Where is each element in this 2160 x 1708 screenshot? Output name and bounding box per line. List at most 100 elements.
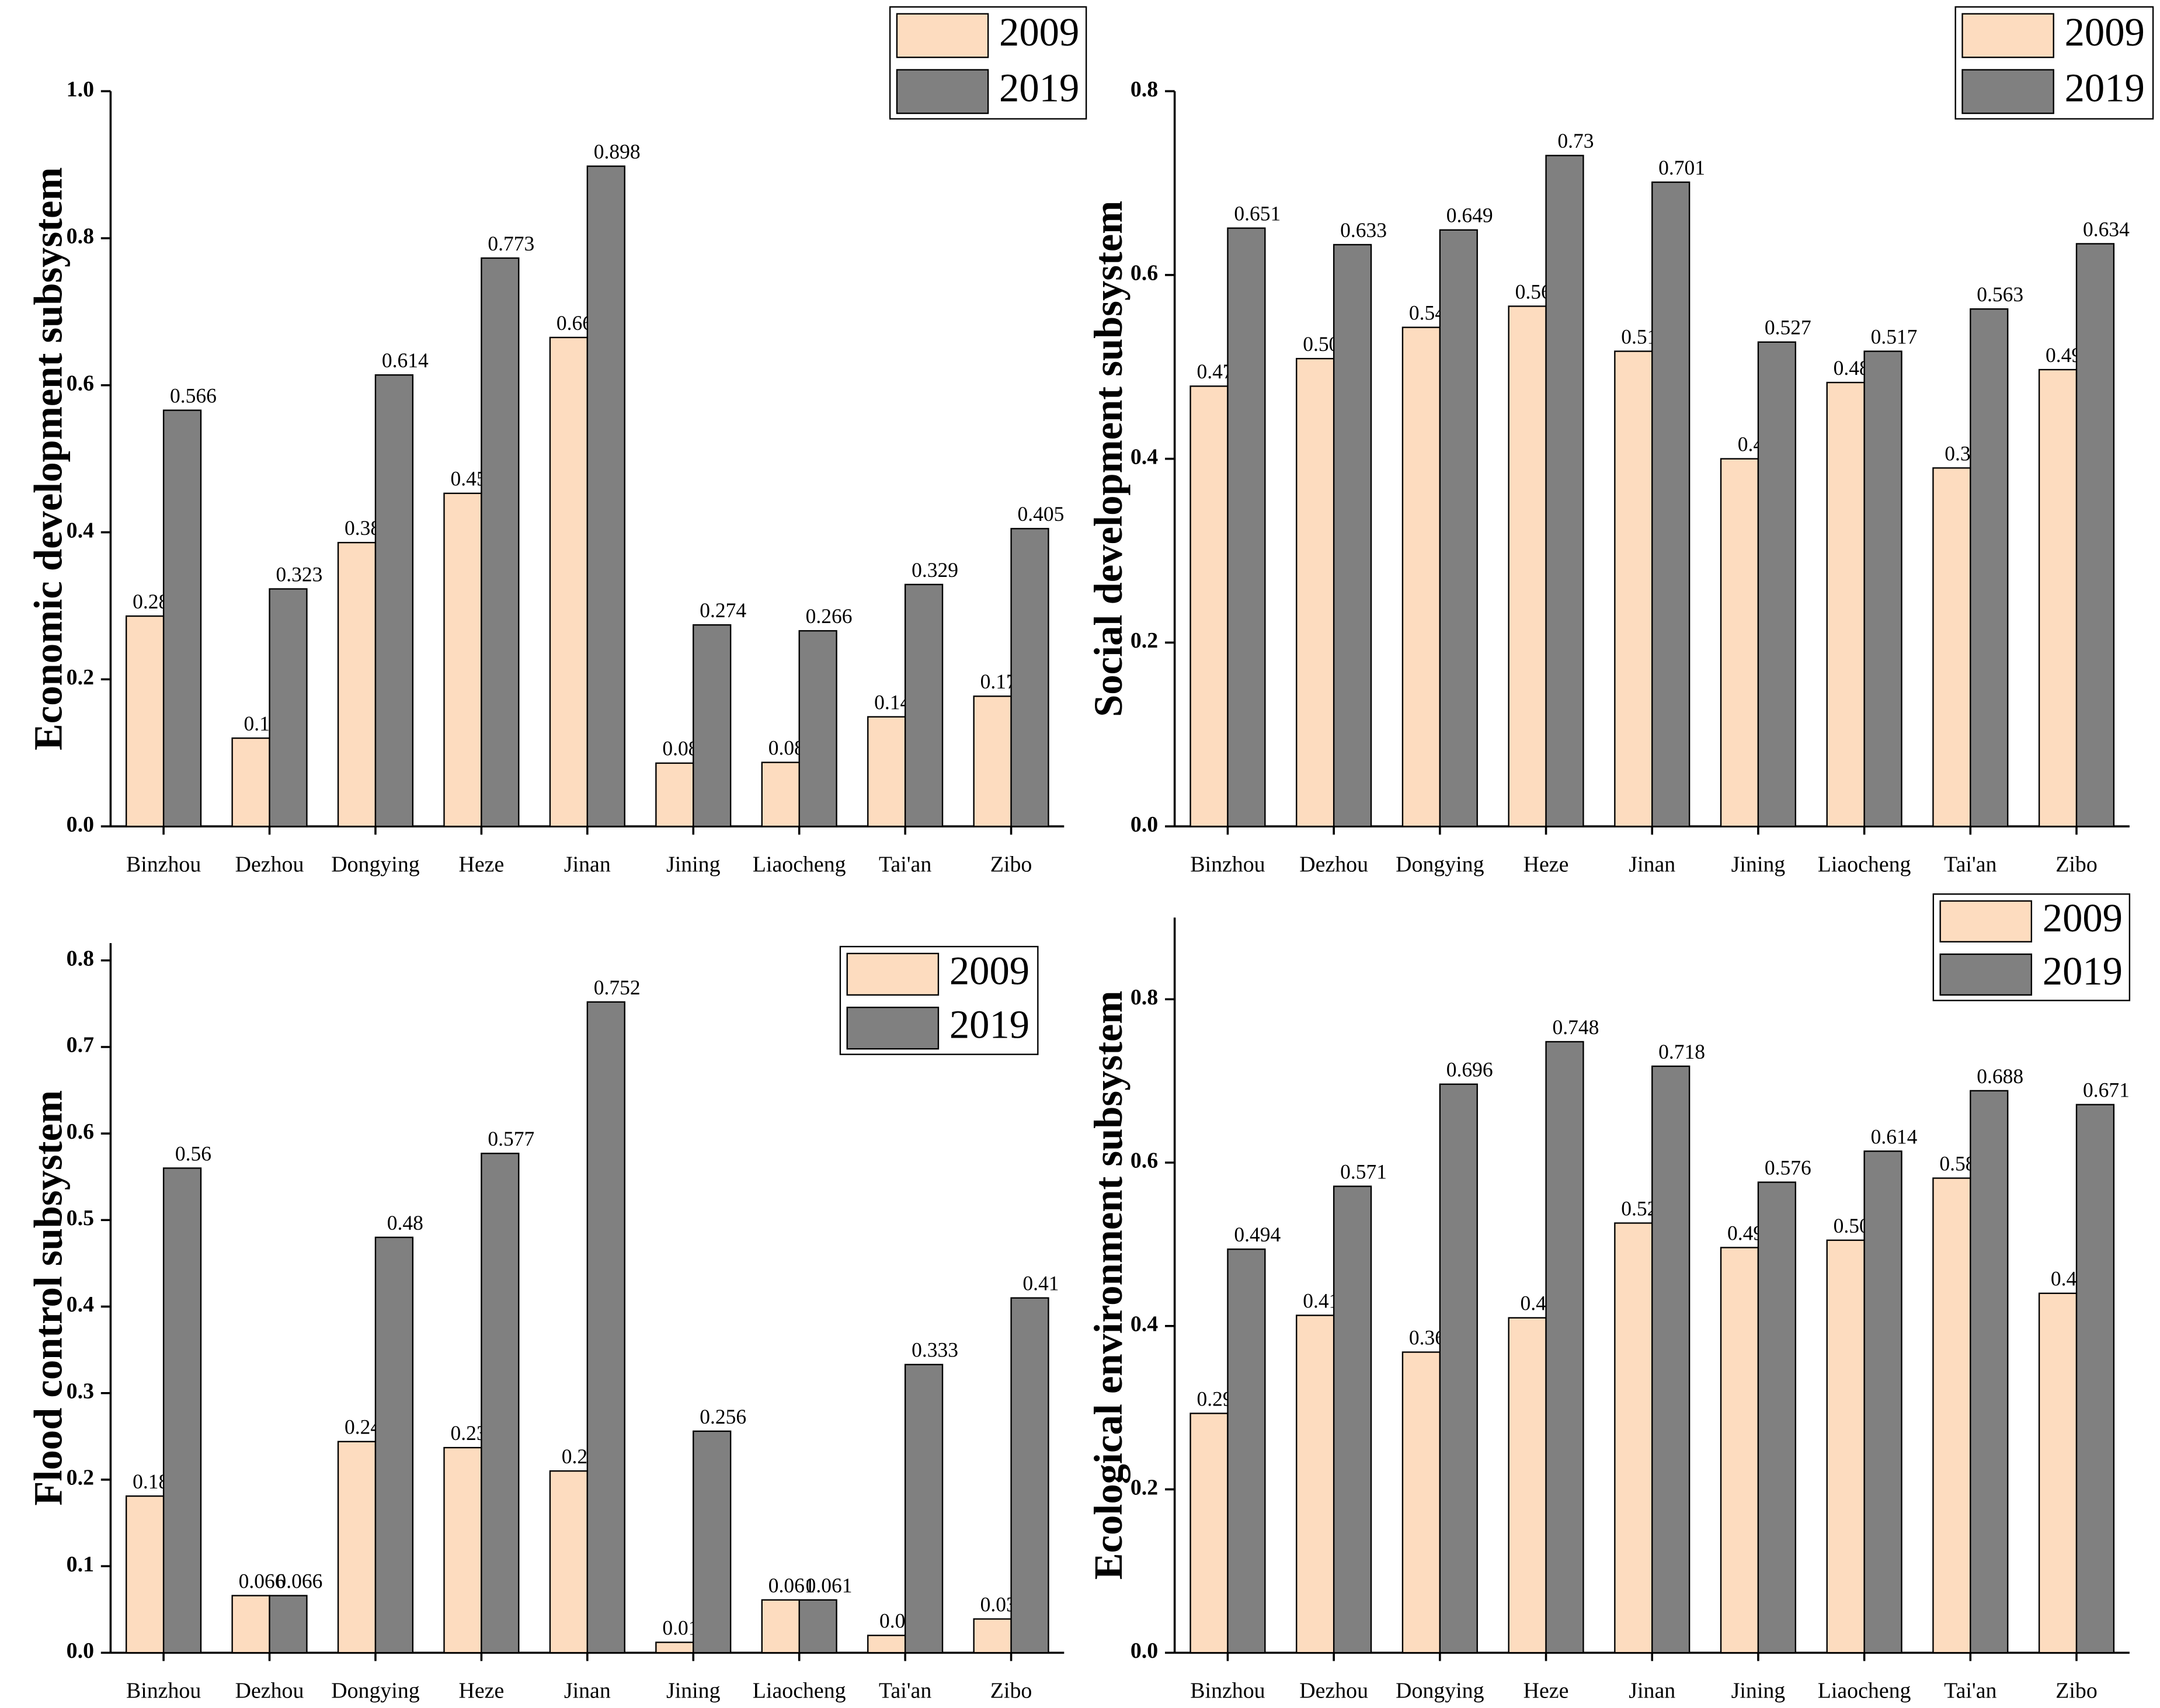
- bar: [1401, 1351, 1441, 1654]
- x-tick-label: Tai'an: [1944, 1679, 1996, 1703]
- legend-label: 2019: [2043, 949, 2123, 993]
- value-label: 0.48: [387, 1211, 423, 1234]
- legend-label: 2019: [999, 66, 1079, 110]
- value-label: 0.634: [2083, 217, 2130, 241]
- bar: [1932, 1177, 1971, 1654]
- x-tick-label: Dongying: [331, 852, 420, 876]
- x-tick-label: Jinan: [564, 852, 611, 876]
- y-tick-label: 0.0: [67, 812, 94, 837]
- value-label: 0.563: [1977, 283, 2023, 306]
- bar: [162, 409, 202, 827]
- legend-label: 2009: [949, 948, 1029, 993]
- x-tick-label: Liaocheng: [1818, 852, 1911, 876]
- x-tick-label: Jinan: [1629, 852, 1675, 876]
- bar: [549, 1470, 589, 1654]
- value-label: 0.649: [1446, 204, 1493, 227]
- value-label: 0.333: [912, 1338, 958, 1362]
- y-tick-label: 0.4: [67, 518, 94, 542]
- x-tick-label: Dezhou: [235, 852, 304, 876]
- bar: [1545, 1041, 1584, 1654]
- bar: [481, 257, 520, 827]
- bar: [1826, 381, 1865, 827]
- legend-swatch: [896, 13, 989, 58]
- bar: [693, 1430, 732, 1654]
- y-tick-label: 0.3: [67, 1379, 94, 1403]
- bar: [1439, 229, 1478, 827]
- bar: [1757, 341, 1797, 827]
- y-tick-label: 0.2: [67, 1466, 94, 1490]
- y-tick-label: 0.0: [67, 1639, 94, 1663]
- bar: [1296, 1314, 1335, 1654]
- legend-swatch: [1961, 69, 2054, 114]
- x-tick-label: Binzhou: [1190, 852, 1265, 876]
- value-label: 0.614: [382, 349, 429, 372]
- bar: [586, 1001, 625, 1654]
- x-tick-label: Tai'an: [1944, 852, 1996, 876]
- value-label: 0.748: [1552, 1015, 1599, 1039]
- value-label: 0.651: [1234, 202, 1281, 225]
- y-tick-label: 0.2: [67, 665, 94, 690]
- x-tick-label: Dongying: [331, 1679, 420, 1703]
- value-label: 0.061: [768, 1574, 815, 1597]
- bar: [2075, 243, 2115, 827]
- y-tick-label: 0.2: [1131, 1475, 1158, 1500]
- y-tick-label: 0.4: [1131, 1312, 1158, 1336]
- bar: [973, 695, 1012, 827]
- x-tick-label: Jinan: [564, 1679, 611, 1703]
- bar: [1757, 1181, 1797, 1654]
- y-tick-label: 0.4: [67, 1292, 94, 1317]
- x-tick-label: Jining: [666, 1679, 721, 1703]
- y-tick-label: 0.6: [1131, 261, 1158, 286]
- bar: [1651, 1065, 1691, 1654]
- bar: [1863, 1150, 1902, 1654]
- x-tick-label: Jining: [1731, 852, 1786, 876]
- bar: [1189, 1413, 1229, 1654]
- y-axis-title: Flood control subsystem: [26, 1090, 71, 1506]
- bar: [231, 1595, 270, 1654]
- bar: [693, 624, 732, 827]
- x-tick-label: Heze: [459, 1679, 505, 1703]
- bar: [904, 1363, 944, 1654]
- x-tick-label: Dongying: [1396, 1679, 1484, 1703]
- bar: [2038, 368, 2078, 827]
- bar: [798, 630, 837, 827]
- x-tick-label: Liaocheng: [753, 1679, 846, 1703]
- x-tick-label: Zibo: [990, 852, 1032, 876]
- x-tick-label: Liaocheng: [1818, 1679, 1911, 1703]
- bar: [1010, 1297, 1049, 1654]
- legend-swatch: [1961, 13, 2054, 58]
- x-tick-label: Heze: [459, 852, 505, 876]
- value-label: 0.066: [239, 1569, 286, 1592]
- y-tick-label: 0.6: [1131, 1149, 1158, 1173]
- legend-label: 2019: [949, 1003, 1029, 1047]
- value-label: 0.718: [1658, 1040, 1705, 1063]
- x-tick-label: Jinan: [1629, 1679, 1675, 1703]
- y-tick-label: 0.8: [67, 946, 94, 970]
- value-label: 0.329: [912, 558, 958, 582]
- value-label: 0.773: [488, 232, 534, 255]
- value-label: 0.73: [1557, 129, 1594, 152]
- value-label: 0.696: [1446, 1058, 1493, 1081]
- value-label: 0.577: [488, 1127, 534, 1150]
- y-tick-label: 0.5: [67, 1206, 94, 1230]
- bar: [1333, 1185, 1372, 1654]
- bar: [904, 583, 944, 827]
- y-tick-label: 0.0: [1131, 812, 1158, 837]
- y-tick-label: 0.8: [1131, 77, 1158, 102]
- value-label: 0.576: [1765, 1156, 1811, 1179]
- bar: [1545, 155, 1584, 827]
- x-tick-label: Binzhou: [126, 852, 201, 876]
- bar: [231, 737, 270, 827]
- x-tick-label: Zibo: [2055, 1679, 2098, 1703]
- bar: [1227, 1248, 1266, 1654]
- legend-swatch: [846, 952, 940, 996]
- legend-label: 2019: [2065, 66, 2145, 110]
- value-label: 0.494: [1234, 1223, 1281, 1246]
- y-axis-title: Economic development subsystem: [26, 167, 71, 750]
- bar: [867, 1634, 906, 1654]
- bar: [1970, 1090, 2009, 1654]
- x-tick-label: Dezhou: [1299, 1679, 1368, 1703]
- x-tick-label: Dezhou: [235, 1679, 304, 1703]
